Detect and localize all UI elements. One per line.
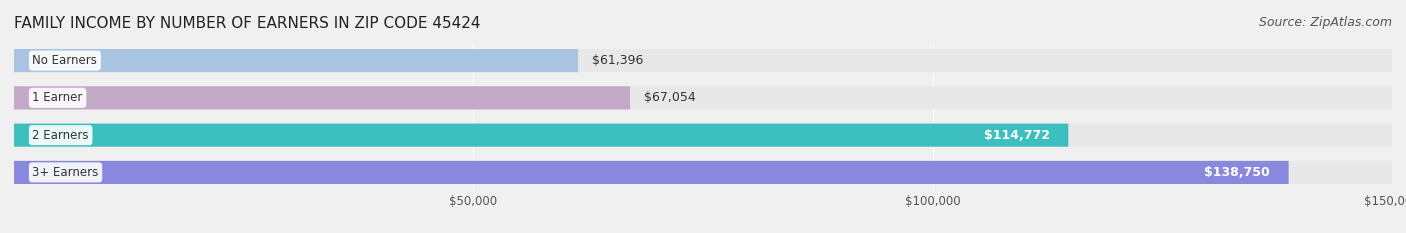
FancyBboxPatch shape xyxy=(14,123,1392,147)
FancyBboxPatch shape xyxy=(14,161,1392,184)
FancyBboxPatch shape xyxy=(14,86,630,110)
Text: 2 Earners: 2 Earners xyxy=(32,129,89,142)
Text: $114,772: $114,772 xyxy=(984,129,1050,142)
FancyBboxPatch shape xyxy=(14,123,1069,147)
Text: $61,396: $61,396 xyxy=(592,54,643,67)
FancyBboxPatch shape xyxy=(14,86,1392,110)
Text: Source: ZipAtlas.com: Source: ZipAtlas.com xyxy=(1258,16,1392,29)
Text: No Earners: No Earners xyxy=(32,54,97,67)
FancyBboxPatch shape xyxy=(14,161,1288,184)
Text: FAMILY INCOME BY NUMBER OF EARNERS IN ZIP CODE 45424: FAMILY INCOME BY NUMBER OF EARNERS IN ZI… xyxy=(14,16,481,31)
Text: $67,054: $67,054 xyxy=(644,91,696,104)
Text: 3+ Earners: 3+ Earners xyxy=(32,166,98,179)
FancyBboxPatch shape xyxy=(14,49,578,72)
FancyBboxPatch shape xyxy=(14,49,1392,72)
Text: 1 Earner: 1 Earner xyxy=(32,91,83,104)
Text: $138,750: $138,750 xyxy=(1205,166,1270,179)
